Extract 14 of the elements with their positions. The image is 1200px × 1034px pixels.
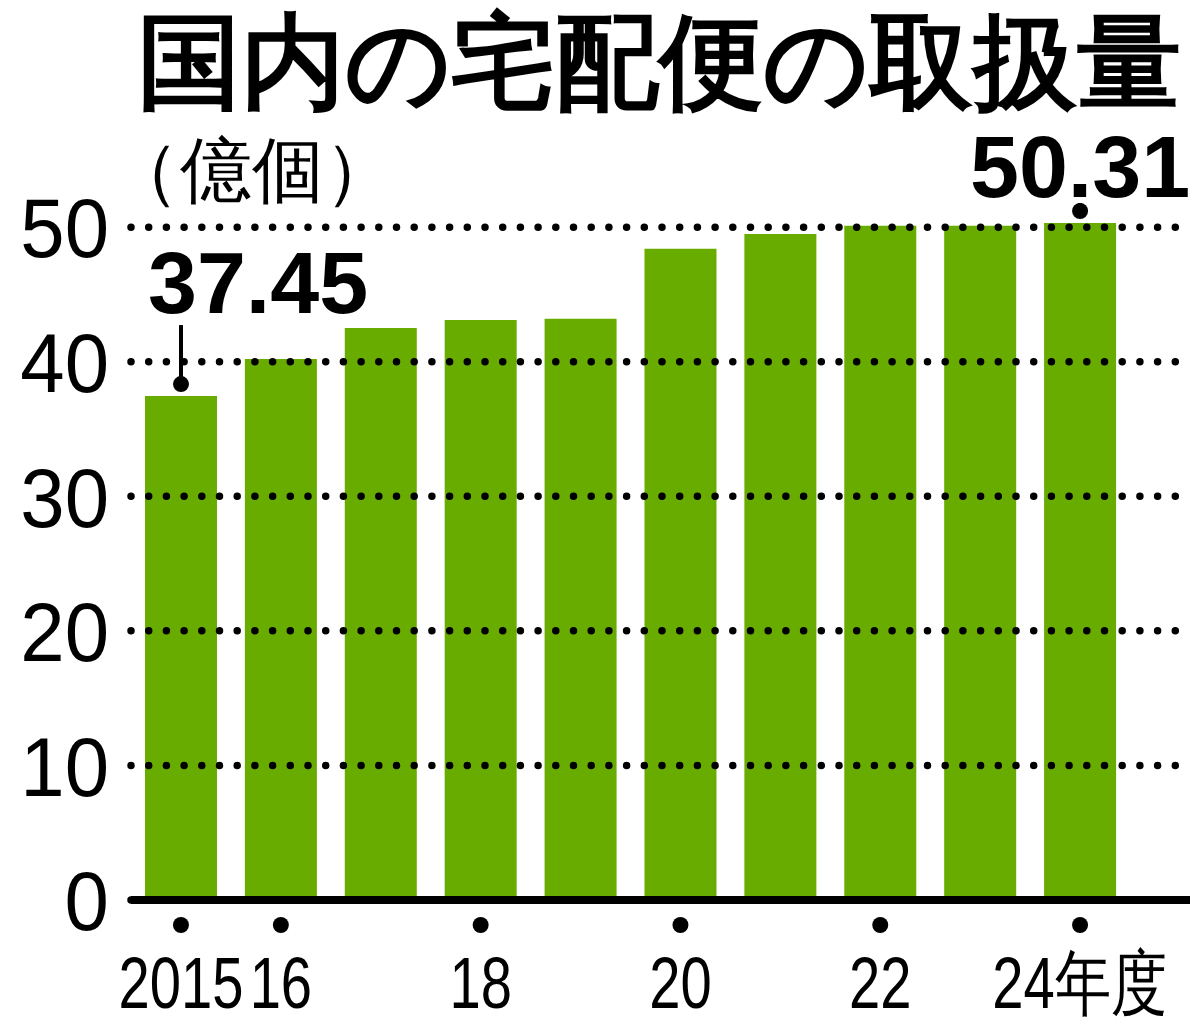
y-tick-label: 50 [20, 181, 109, 275]
x-tick-label: 22 [849, 943, 912, 1024]
x-tick-label: 2015 [118, 943, 244, 1024]
y-tick-label: 40 [20, 316, 109, 410]
y-tick-label: 30 [20, 450, 109, 544]
x-tick-label: 24年度 [992, 943, 1168, 1024]
data-label: 37.45 [147, 233, 369, 333]
x-tick-label: 16 [249, 943, 313, 1024]
x-tick-label: 18 [449, 943, 512, 1024]
y-tick-label: 10 [20, 719, 109, 814]
x-tick-label: 20 [649, 943, 712, 1024]
y-tick-label: 20 [20, 585, 109, 679]
y-tick-label: 0 [64, 854, 109, 948]
y-axis-title: （億個） [108, 128, 396, 212]
